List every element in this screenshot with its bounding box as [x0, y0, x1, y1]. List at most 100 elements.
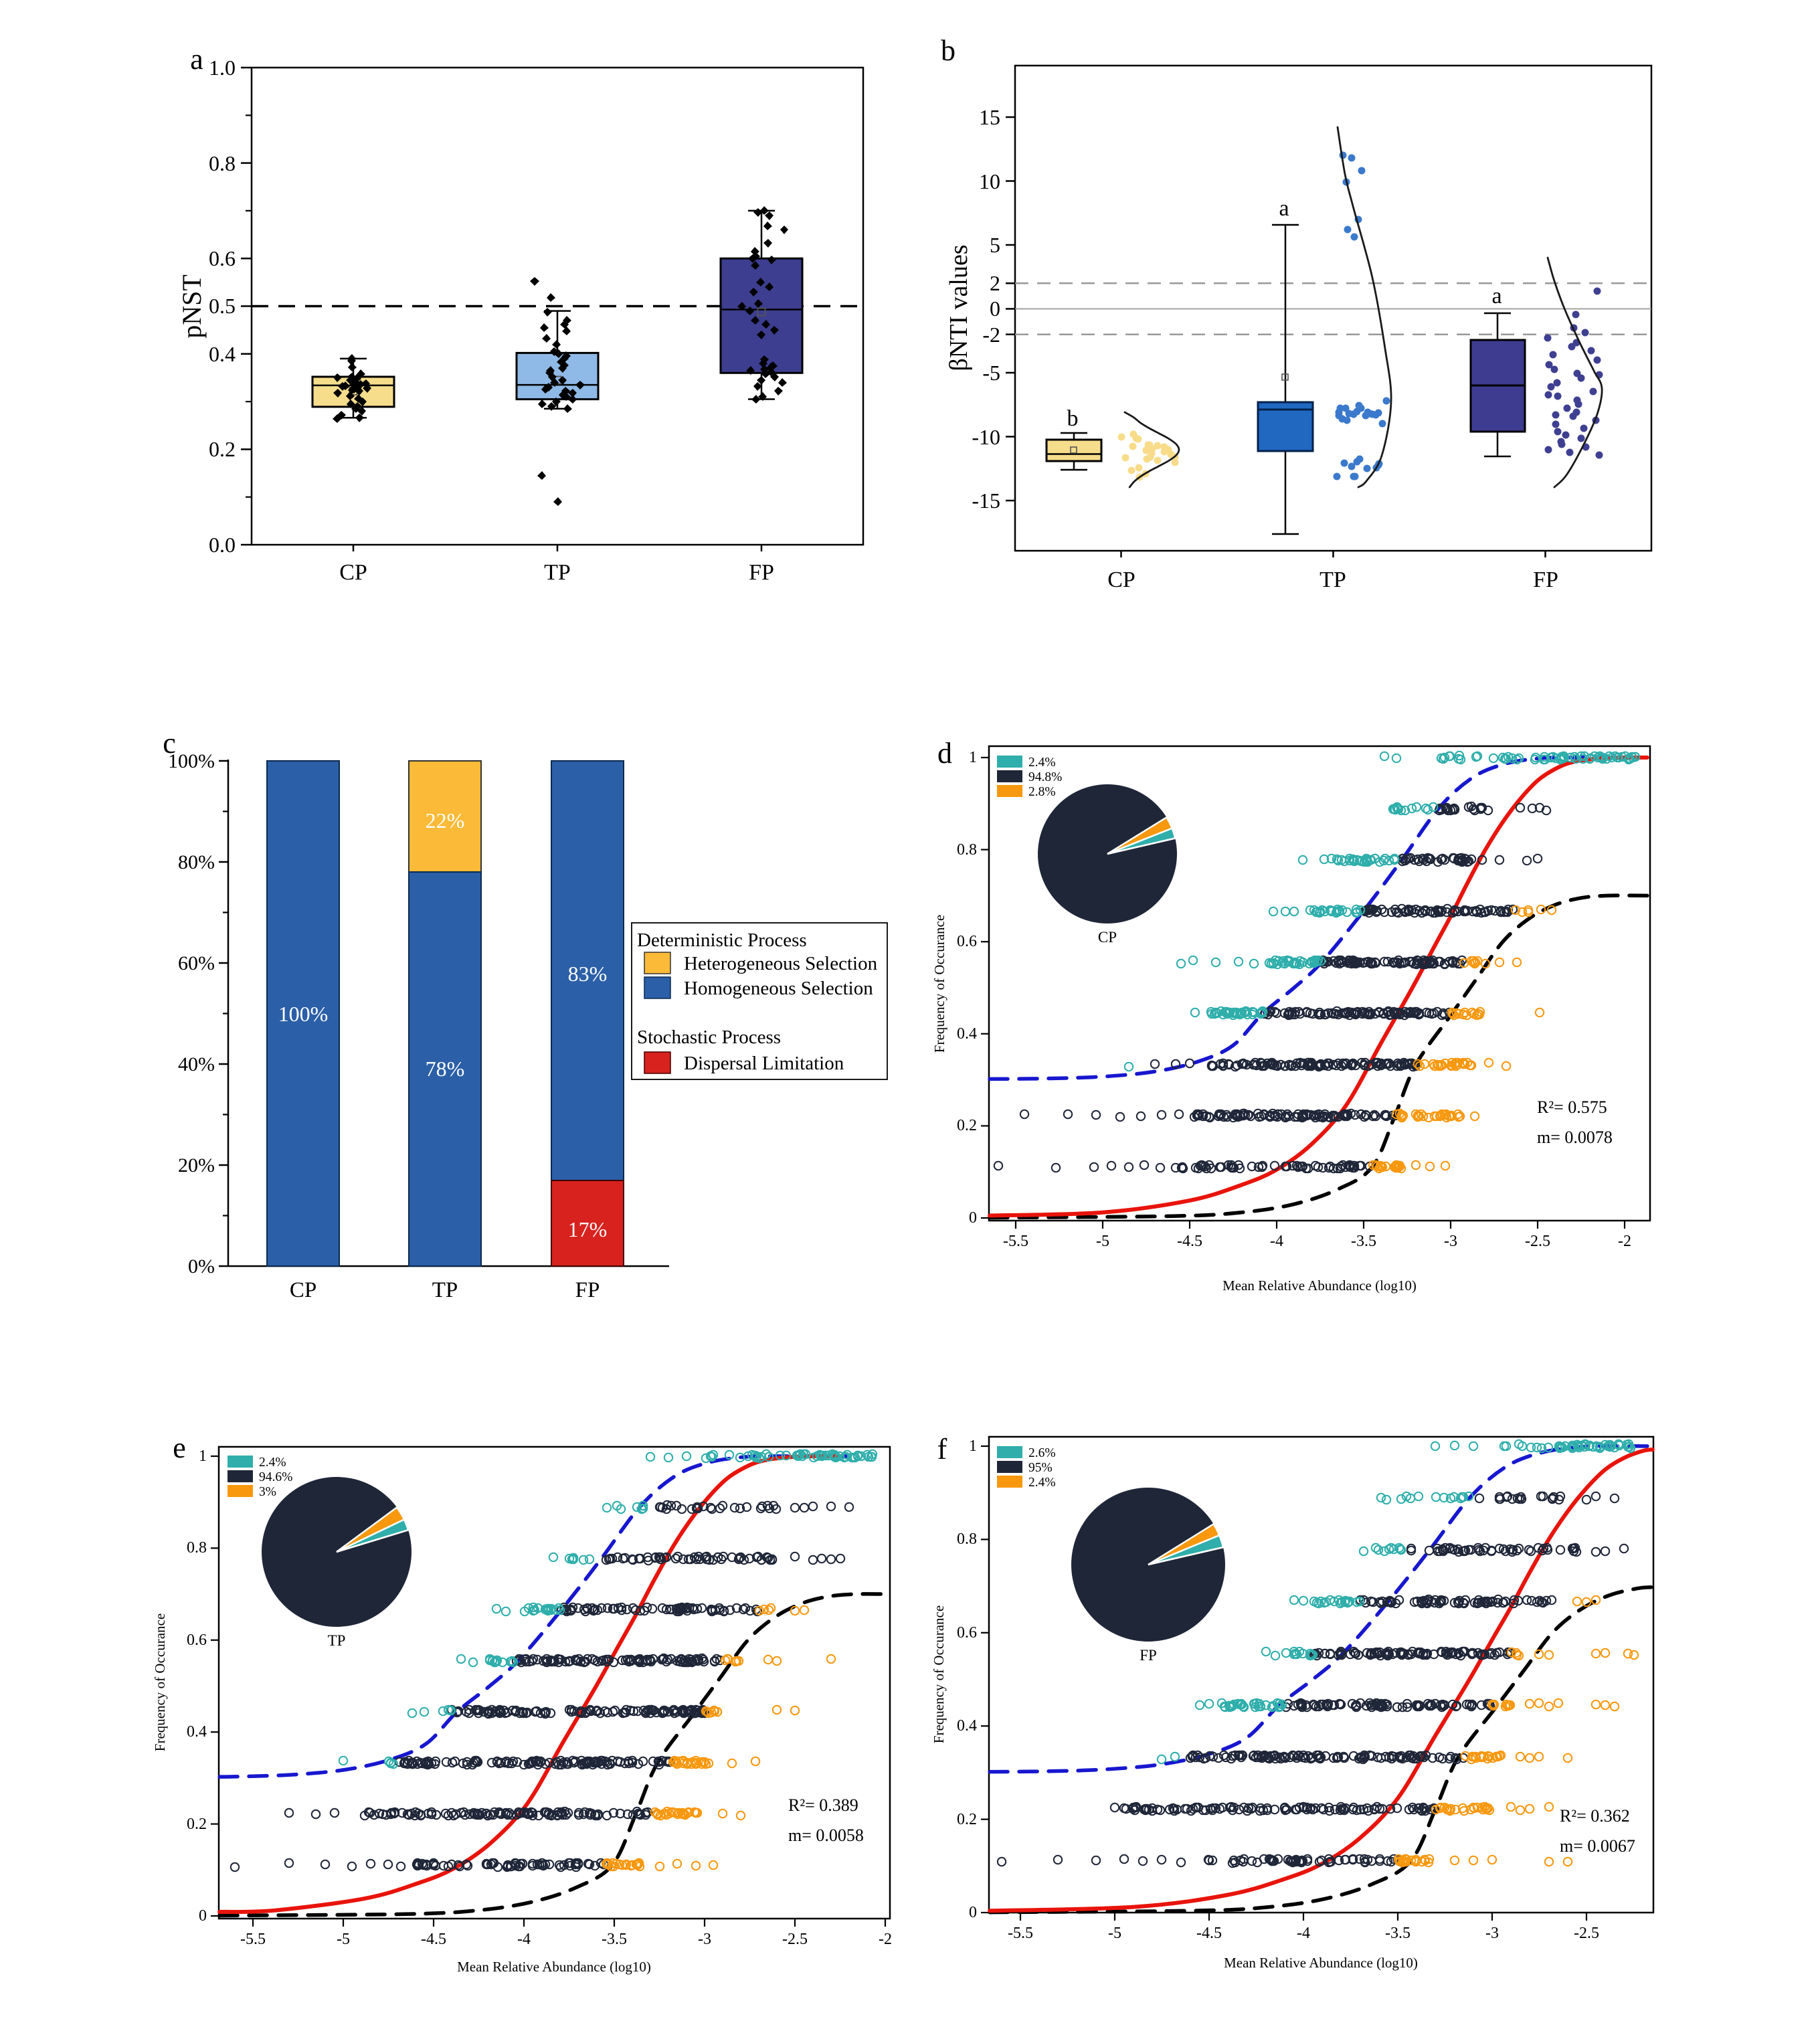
svg-text:Heterogeneous Selection: Heterogeneous Selection	[684, 953, 878, 974]
svg-text:-2: -2	[1618, 1233, 1631, 1250]
svg-text:20%: 20%	[178, 1154, 215, 1176]
svg-text:0.2: 0.2	[187, 1816, 207, 1833]
svg-text:0.6: 0.6	[209, 246, 236, 270]
svg-text:0: 0	[969, 1209, 977, 1227]
svg-text:-3.5: -3.5	[1351, 1233, 1376, 1250]
svg-text:CP: CP	[339, 560, 367, 585]
svg-text:100%: 100%	[278, 1002, 329, 1026]
svg-text:f: f	[937, 1433, 947, 1466]
svg-text:-2: -2	[982, 323, 1000, 347]
svg-text:-3: -3	[1485, 1925, 1499, 1942]
svg-text:2.4%: 2.4%	[1028, 1476, 1056, 1490]
svg-text:-3.5: -3.5	[1385, 1925, 1410, 1942]
svg-text:CP: CP	[1107, 567, 1135, 592]
svg-text:-5: -5	[1096, 1233, 1109, 1250]
svg-text:0.4: 0.4	[957, 1025, 977, 1043]
svg-text:-3: -3	[1444, 1233, 1457, 1250]
svg-text:0.2: 0.2	[957, 1117, 977, 1134]
svg-text:d: d	[937, 737, 952, 770]
svg-text:Deterministic Process: Deterministic Process	[637, 930, 807, 951]
svg-text:94.6%: 94.6%	[259, 1470, 292, 1484]
svg-text:40%: 40%	[178, 1053, 215, 1075]
svg-text:TP: TP	[1320, 567, 1346, 592]
svg-text:-5: -5	[1108, 1925, 1121, 1942]
svg-text:0: 0	[199, 1907, 207, 1925]
svg-text:b: b	[1067, 406, 1079, 431]
svg-text:95%: 95%	[1028, 1461, 1053, 1475]
svg-text:0.6: 0.6	[187, 1632, 207, 1649]
svg-text:-3.5: -3.5	[602, 1931, 627, 1948]
svg-text:2.4%: 2.4%	[259, 1456, 286, 1470]
svg-text:m= 0.0078: m= 0.0078	[1537, 1128, 1613, 1147]
svg-text:c: c	[163, 727, 176, 760]
svg-text:17%: 17%	[568, 1217, 608, 1241]
svg-text:80%: 80%	[178, 851, 215, 873]
svg-text:CP: CP	[1098, 929, 1117, 946]
svg-text:Homogeneous Selection: Homogeneous Selection	[684, 978, 873, 999]
svg-text:0.4: 0.4	[209, 342, 236, 366]
svg-text:94.8%: 94.8%	[1028, 770, 1062, 784]
svg-text:TP: TP	[544, 560, 571, 585]
svg-text:2.6%: 2.6%	[1028, 1446, 1056, 1460]
svg-text:-3: -3	[698, 1931, 711, 1948]
svg-text:a: a	[1279, 196, 1289, 221]
svg-text:0: 0	[990, 296, 1000, 321]
svg-text:-5: -5	[982, 361, 1000, 385]
svg-text:0.4: 0.4	[957, 1717, 977, 1735]
svg-text:Stochastic Process: Stochastic Process	[637, 1027, 781, 1048]
svg-text:-4.5: -4.5	[1196, 1925, 1222, 1942]
svg-text:-10: -10	[972, 425, 1000, 449]
svg-text:Mean Relative Abundance (log10: Mean Relative Abundance (log10)	[457, 1959, 651, 1975]
svg-text:-4: -4	[1270, 1233, 1283, 1250]
svg-text:1: 1	[969, 749, 977, 766]
svg-text:0.8: 0.8	[209, 151, 236, 175]
svg-text:-4.5: -4.5	[1177, 1233, 1202, 1250]
svg-text:83%: 83%	[568, 962, 608, 986]
svg-text:R²= 0.362: R²= 0.362	[1560, 1806, 1630, 1826]
svg-text:-15: -15	[972, 489, 1000, 513]
svg-text:-2.5: -2.5	[1525, 1233, 1550, 1250]
svg-text:0: 0	[969, 1904, 977, 1921]
svg-text:TP: TP	[432, 1278, 458, 1302]
svg-text:2.8%: 2.8%	[1028, 785, 1056, 799]
svg-text:3%: 3%	[259, 1485, 276, 1499]
svg-text:0.4: 0.4	[187, 1723, 207, 1741]
svg-text:-5.5: -5.5	[1008, 1925, 1033, 1942]
svg-text:60%: 60%	[178, 952, 215, 974]
svg-text:Frequency of Occurance: Frequency of Occurance	[931, 1605, 947, 1743]
svg-text:FP: FP	[575, 1278, 600, 1302]
svg-text:R²= 0.389: R²= 0.389	[788, 1795, 858, 1815]
svg-text:0%: 0%	[188, 1255, 215, 1278]
svg-text:Mean Relative Abundance (log10: Mean Relative Abundance (log10)	[1224, 1955, 1418, 1971]
svg-text:-2: -2	[879, 1931, 892, 1948]
svg-text:FP: FP	[749, 560, 774, 585]
svg-text:15: 15	[979, 105, 1000, 129]
svg-text:1.0: 1.0	[209, 56, 236, 80]
svg-text:0.8: 0.8	[957, 1530, 977, 1548]
svg-text:-4: -4	[517, 1931, 531, 1948]
svg-text:a: a	[1491, 284, 1502, 309]
svg-text:-2.5: -2.5	[1574, 1925, 1599, 1942]
svg-text:100%: 100%	[168, 750, 215, 772]
svg-text:-5.5: -5.5	[240, 1931, 266, 1948]
svg-text:1: 1	[199, 1447, 207, 1465]
svg-text:-4.5: -4.5	[421, 1931, 446, 1948]
svg-text:a: a	[190, 43, 203, 76]
svg-text:10: 10	[979, 169, 1000, 193]
svg-text:0.5: 0.5	[209, 294, 236, 318]
svg-text:R²= 0.575: R²= 0.575	[1537, 1097, 1607, 1117]
svg-text:78%: 78%	[426, 1057, 465, 1081]
svg-text:Frequency of Occurance: Frequency of Occurance	[152, 1613, 168, 1751]
svg-text:2: 2	[990, 271, 1000, 295]
svg-text:TP: TP	[328, 1632, 346, 1649]
svg-text:-5: -5	[337, 1931, 350, 1948]
svg-text:0.6: 0.6	[957, 933, 977, 950]
svg-text:Dispersal Limitation: Dispersal Limitation	[684, 1053, 844, 1074]
svg-text:-2.5: -2.5	[782, 1931, 808, 1948]
svg-text:m= 0.0058: m= 0.0058	[788, 1826, 864, 1845]
svg-text:-5.5: -5.5	[1003, 1233, 1028, 1250]
svg-text:0.0: 0.0	[209, 533, 236, 557]
svg-text:CP: CP	[290, 1278, 316, 1302]
svg-text:Frequency of Occurance: Frequency of Occurance	[931, 915, 947, 1053]
svg-text:0.2: 0.2	[209, 437, 236, 461]
